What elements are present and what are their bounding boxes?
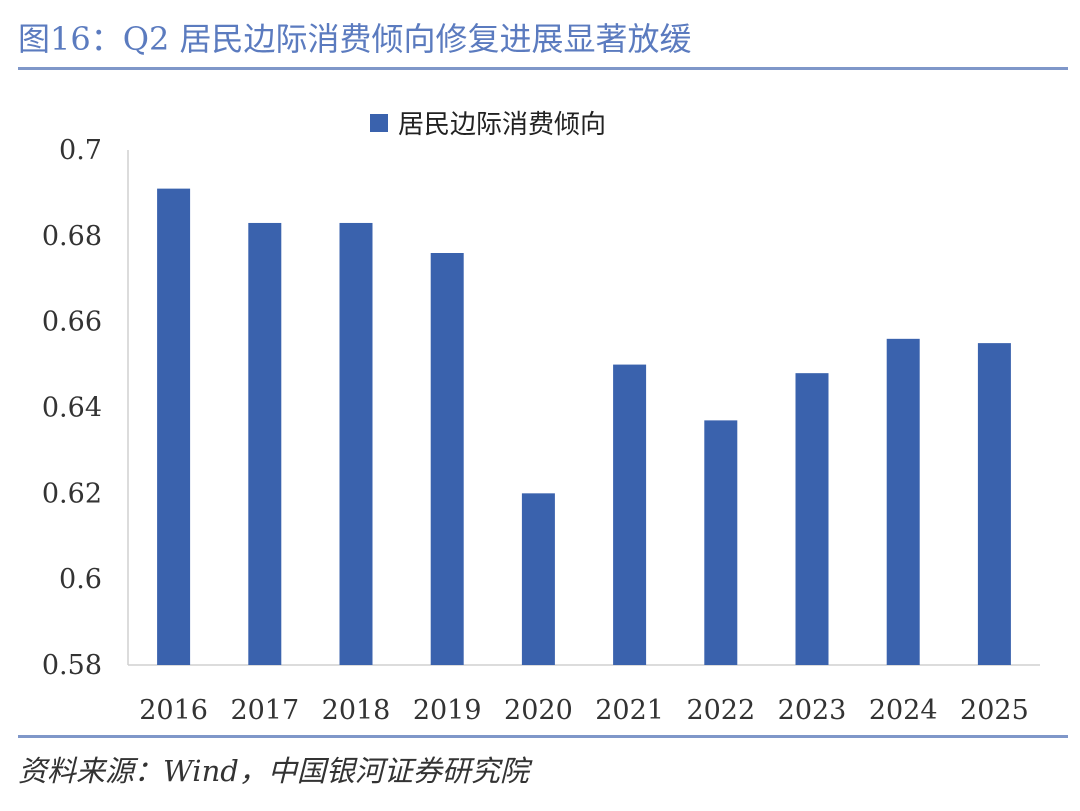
- legend-label: 居民边际消费倾向: [398, 110, 607, 140]
- x-tick-label: 2018: [322, 695, 391, 726]
- x-tick-label: 2016: [139, 695, 208, 726]
- bar-2024: [886, 338, 920, 665]
- y-tick-label: 0.66: [42, 307, 102, 338]
- y-tick-label: 0.68: [42, 221, 102, 252]
- x-tick-label: 2021: [595, 695, 664, 726]
- x-tick-label: 2017: [230, 695, 299, 726]
- bar-2025: [977, 343, 1011, 665]
- bar-chart: 0.58 0.6 0.62 0.64 0.66 0.68 0.7 2016 2017 2018 20…: [42, 135, 1040, 726]
- bar-2018: [339, 222, 373, 666]
- y-tick-label: 0.7: [59, 135, 102, 166]
- x-tick-label: 2024: [869, 695, 938, 726]
- x-tick-label: 2020: [504, 695, 573, 726]
- y-tick-label: 0.6: [59, 564, 102, 595]
- x-tick-label: 2025: [960, 695, 1029, 726]
- bar-2021: [613, 364, 647, 665]
- bar-2023: [795, 373, 829, 665]
- bar-2016: [157, 188, 191, 665]
- y-tick-label: 0.64: [42, 393, 102, 424]
- y-tick-label: 0.62: [42, 478, 102, 509]
- y-tick-label: 0.58: [42, 650, 102, 681]
- x-tick-label: 2023: [778, 695, 847, 726]
- x-tick-label: 2019: [413, 695, 482, 726]
- bar-2022: [704, 420, 738, 665]
- top-rule: [18, 67, 1068, 70]
- x-tick-label: 2022: [686, 695, 755, 726]
- legend-swatch: [370, 113, 388, 132]
- bar-2019: [430, 253, 464, 665]
- chart-title: 图16：Q2 居民边际消费倾向修复进展显著放缓: [18, 20, 692, 58]
- legend: 居民边际消费倾向: [370, 104, 606, 141]
- bottom-rule: [18, 735, 1068, 738]
- bar-2017: [248, 222, 282, 666]
- source-note: 资料来源：Wind，中国银河证券研究院: [18, 754, 529, 788]
- bar-2020: [521, 493, 555, 665]
